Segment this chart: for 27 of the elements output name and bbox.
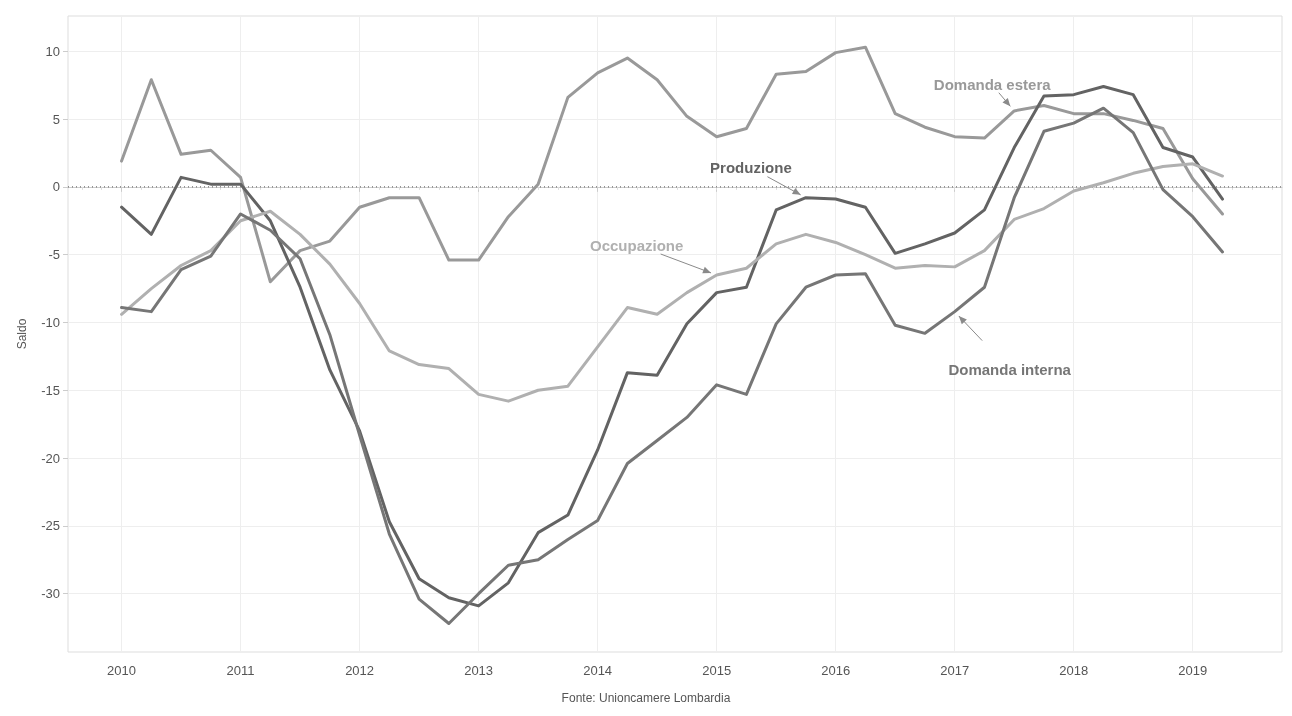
line-series: [120, 45, 1224, 284]
y-tick-label: 5: [52, 111, 60, 127]
y-tick-label: -10: [41, 314, 60, 330]
y-tick-label: 0: [52, 179, 60, 195]
line-series: [120, 162, 1224, 403]
x-tick-label: 2017: [940, 663, 970, 678]
x-tick-label: 2014: [583, 663, 613, 678]
x-tick-label: 2015: [702, 663, 732, 678]
y-tick-label: -30: [41, 586, 60, 602]
x-tick-label: 2010: [107, 663, 137, 678]
y-tick-label: -20: [41, 450, 60, 466]
y-tick-label: -15: [41, 382, 60, 398]
y-axis-title: Saldo: [15, 318, 29, 350]
y-tick-label: 10: [45, 43, 60, 59]
x-tick-label: 2011: [226, 663, 255, 678]
source-note: Fonte: Unioncamere Lombardia: [561, 691, 731, 705]
x-tick-label: 2019: [1178, 663, 1208, 678]
y-tick-label: -5: [48, 247, 60, 263]
series-label: Domanda estera: [933, 76, 1052, 94]
y-tick-label: -25: [41, 518, 60, 534]
text: Occupazione: [589, 236, 684, 254]
text: Domanda interna: [948, 361, 1072, 379]
x-tick-label: 2016: [821, 663, 851, 678]
series-label: Produzione: [710, 159, 792, 177]
x-tick-label: 2013: [464, 663, 494, 678]
x-tick-label: 2012: [345, 663, 375, 678]
x-tick-label: 2018: [1059, 663, 1089, 678]
